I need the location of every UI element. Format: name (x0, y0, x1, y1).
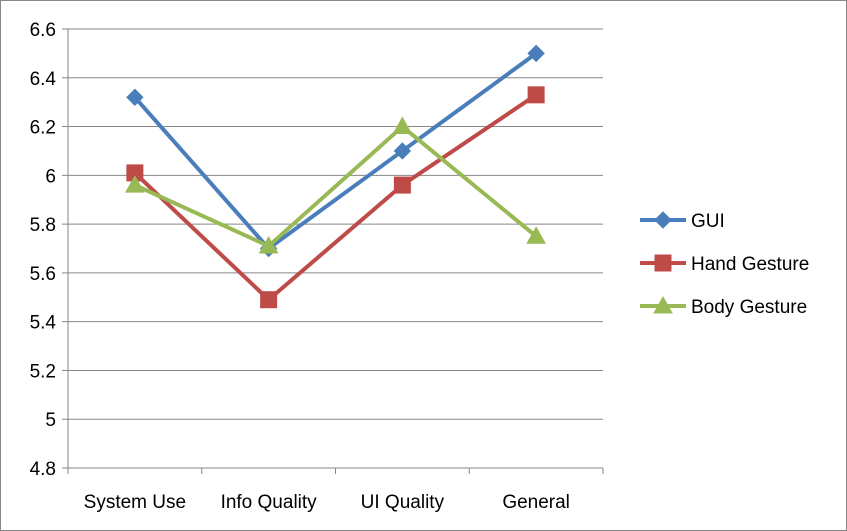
series-markers (125, 44, 546, 309)
y-tick-label: 5.2 (30, 361, 56, 382)
series-lines (133, 51, 538, 302)
axes (62, 28, 604, 474)
data-point-marker (258, 236, 279, 254)
series-line-2 (133, 93, 538, 302)
data-point-marker (393, 176, 411, 194)
legend-marker (654, 211, 672, 229)
data-point-marker (393, 142, 412, 160)
y-tick-label: 5.8 (30, 215, 56, 236)
gridlines (68, 28, 603, 420)
data-point-marker (126, 88, 144, 106)
x-tick-label: Info Quality (221, 492, 318, 513)
y-tick-label: 6.4 (30, 69, 57, 90)
data-point-marker (527, 44, 545, 63)
y-axis-tick-labels: 4.8 5 5.2 5.4 5.6 5.8 6 6.2 6.4 6.6 (30, 20, 57, 480)
y-tick-label: 5.4 (30, 313, 57, 334)
data-point-marker (392, 116, 413, 135)
y-tick-label: 6.2 (30, 118, 56, 139)
legend-label: Hand Gesture (691, 254, 809, 275)
legend-label: GUI (691, 211, 725, 232)
data-point-marker (125, 175, 145, 193)
series-line-1 (133, 51, 538, 251)
y-tick-label: 4.8 (30, 459, 56, 480)
data-point-marker (526, 226, 546, 244)
x-tick-label: General (502, 492, 570, 513)
legend-label: Body Gesture (691, 297, 807, 318)
data-point-marker (260, 291, 278, 309)
x-axis-tick-labels: System Use Info Quality UI Quality General (84, 492, 570, 513)
y-tick-label: 6 (45, 166, 56, 187)
legend: GUI Hand Gesture Body Gesture (640, 211, 809, 318)
legend-marker (654, 254, 672, 272)
data-point-marker (527, 86, 545, 104)
x-tick-label: UI Quality (361, 492, 445, 513)
y-tick-label: 5 (45, 410, 56, 431)
y-tick-label: 5.6 (30, 264, 56, 285)
legend-marker (653, 295, 673, 314)
x-tick-label: System Use (84, 492, 186, 513)
y-tick-label: 6.6 (30, 20, 56, 41)
series-line-3 (134, 124, 538, 249)
